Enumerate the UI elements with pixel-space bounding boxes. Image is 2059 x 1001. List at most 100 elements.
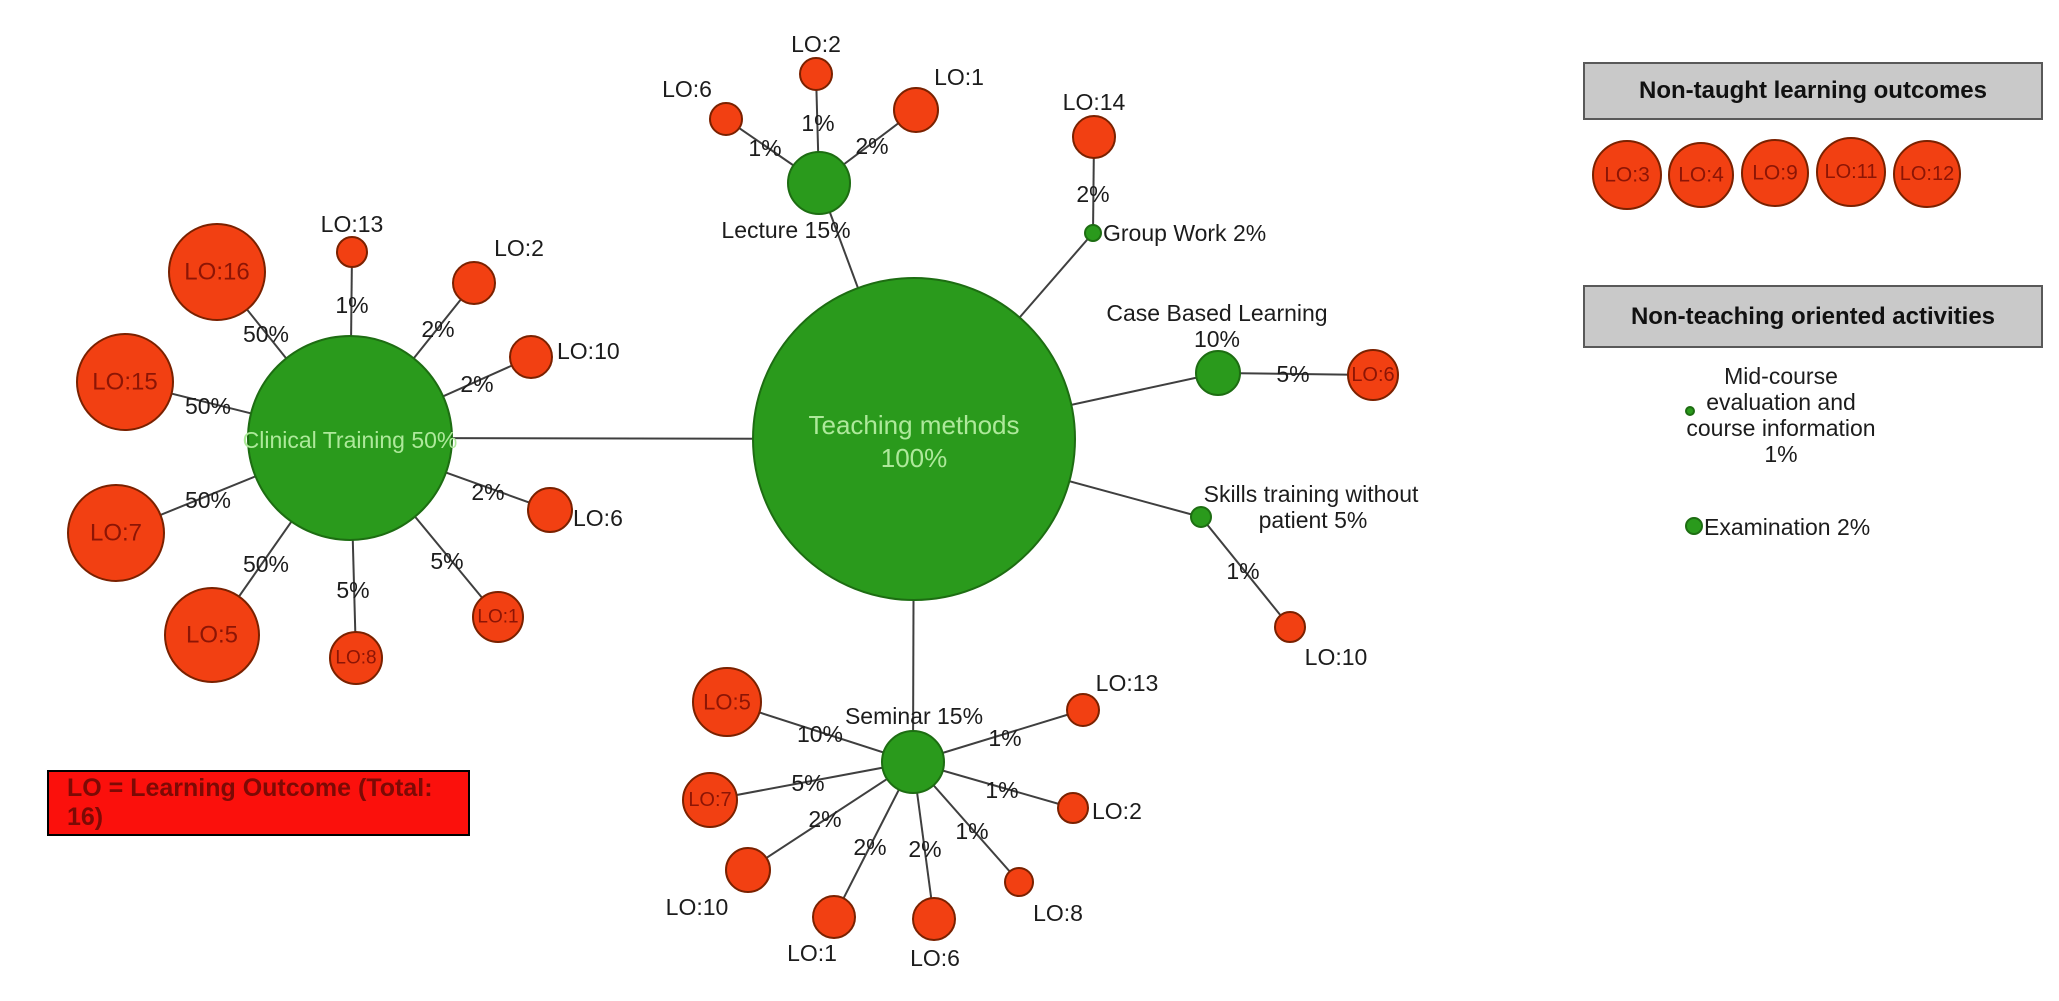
- node-lecture-lo1: [893, 87, 939, 133]
- label-1: 1%: [748, 135, 781, 161]
- node-examination-dot: [1685, 517, 1703, 535]
- label-lo-6: LO:6: [910, 945, 960, 971]
- edge-line: [709, 761, 914, 801]
- label-lo-2: LO:2: [494, 235, 544, 261]
- label-5: 5%: [791, 770, 824, 796]
- label-1: 1%: [1764, 441, 1797, 467]
- node-clinical-lo7-label: LO:7: [90, 520, 142, 547]
- label-patient-5: patient 5%: [1259, 507, 1368, 533]
- label-10: 10%: [1194, 326, 1240, 352]
- panel-non-teaching-title: Non-teaching oriented activities: [1630, 302, 1996, 330]
- label-lo-14: LO:14: [1063, 89, 1126, 115]
- node-nontaught-lo12: [1893, 140, 1961, 208]
- label-lo-2: LO:2: [791, 31, 841, 57]
- label-lo-2: LO:2: [1092, 798, 1142, 824]
- node-nontaught-lo12-label: LO:12: [1900, 163, 1954, 185]
- node-cbl-lo6: [1347, 349, 1399, 401]
- node-skills-lo10: [1274, 611, 1306, 643]
- label-course-information: course information: [1686, 415, 1875, 441]
- node-clinical-lo6: [527, 487, 573, 533]
- node-seminar-lo5: [692, 667, 762, 737]
- label-2: 2%: [471, 479, 504, 505]
- label-lo-8: LO:8: [1033, 900, 1083, 926]
- legend-box: LO = Learning Outcome (Total: 16): [47, 770, 470, 836]
- label-clinical-training-50: Clinical Training 50%: [243, 427, 458, 453]
- label-lo-6: LO:6: [662, 76, 712, 102]
- label-1: 1%: [1226, 558, 1259, 584]
- label-2: 2%: [1076, 181, 1109, 207]
- node-clinical-lo16: [168, 223, 266, 321]
- node-clinical-lo16-label: LO:16: [184, 259, 249, 286]
- node-seminar-lo7: [682, 772, 738, 828]
- node-group-work: [1084, 224, 1102, 242]
- node-clinical-lo10: [509, 335, 553, 379]
- label-evaluation-and: evaluation and: [1706, 389, 1856, 415]
- node-nontaught-lo9: [1741, 139, 1809, 207]
- label-50: 50%: [243, 551, 289, 577]
- node-clinical-lo15-label: LO:15: [92, 369, 157, 396]
- node-seminar-lo5-label: LO:5: [703, 690, 751, 715]
- label-examination-2: Examination 2%: [1704, 514, 1870, 540]
- label-lo-13: LO:13: [1096, 670, 1159, 696]
- node-clinical-training: [247, 335, 453, 541]
- node-seminar-lo6: [912, 897, 956, 941]
- legend-label: LO = Learning Outcome (Total: 16): [67, 774, 433, 831]
- node-nontaught-lo4: [1668, 142, 1734, 208]
- label-100: 100%: [881, 443, 948, 473]
- node-case-based-learning: [1195, 350, 1241, 396]
- node-clinical-lo7: [67, 484, 165, 582]
- node-seminar-lo1: [812, 895, 856, 939]
- node-seminar: [881, 730, 945, 794]
- node-clinical-lo1-label: LO:1: [477, 607, 518, 628]
- label-5: 5%: [430, 548, 463, 574]
- label-lo-1: LO:1: [934, 64, 984, 90]
- node-seminar-lo8: [1004, 867, 1034, 897]
- label-1: 1%: [988, 725, 1021, 751]
- node-lecture: [787, 151, 851, 215]
- node-mid-course-dot: [1685, 406, 1695, 416]
- node-seminar-lo10: [725, 847, 771, 893]
- node-clinical-lo8-label: LO:8: [335, 648, 376, 669]
- node-nontaught-lo3-label: LO:3: [1604, 164, 1650, 187]
- edge-line: [747, 761, 914, 871]
- label-50: 50%: [185, 393, 231, 419]
- label-case-based-learning: Case Based Learning: [1106, 300, 1327, 326]
- node-clinical-lo2: [452, 261, 496, 305]
- label-2: 2%: [808, 806, 841, 832]
- label-lo-10: LO:10: [557, 338, 620, 364]
- label-1: 1%: [955, 818, 988, 844]
- node-lecture-lo2: [799, 57, 833, 91]
- label-2: 2%: [908, 836, 941, 862]
- node-cbl-lo6-label: LO:6: [1351, 364, 1394, 386]
- node-clinical-lo15: [76, 333, 174, 431]
- node-nontaught-lo9-label: LO:9: [1752, 162, 1798, 185]
- label-5: 5%: [1276, 361, 1309, 387]
- node-nontaught-lo4-label: LO:4: [1678, 164, 1724, 187]
- node-teaching-methods: [752, 277, 1076, 601]
- panel-non-teaching-activities: Non-teaching oriented activities: [1583, 285, 2043, 348]
- label-1: 1%: [801, 110, 834, 136]
- node-clinical-lo5: [164, 587, 260, 683]
- node-skills-training: [1190, 506, 1212, 528]
- label-1: 1%: [335, 292, 368, 318]
- node-seminar-lo13: [1066, 693, 1100, 727]
- label-group-work-2: Group Work 2%: [1103, 220, 1266, 246]
- label-mid-course: Mid-course: [1724, 363, 1838, 389]
- label-lecture-15: Lecture 15%: [721, 217, 850, 243]
- label-2: 2%: [855, 133, 888, 159]
- label-10: 10%: [797, 721, 843, 747]
- node-nontaught-lo11: [1816, 137, 1886, 207]
- node-nontaught-lo3: [1592, 140, 1662, 210]
- label-lo-6: LO:6: [573, 505, 623, 531]
- node-clinical-lo8: [329, 631, 383, 685]
- edge-line: [1200, 516, 1291, 628]
- node-nontaught-lo11-label: LO:11: [1825, 161, 1878, 183]
- label-lo-10: LO:10: [1305, 644, 1368, 670]
- label-50: 50%: [185, 487, 231, 513]
- label-2: 2%: [460, 371, 493, 397]
- label-5: 5%: [336, 577, 369, 603]
- label-seminar-15: Seminar 15%: [845, 703, 983, 729]
- label-2: 2%: [853, 834, 886, 860]
- label-skills-training-without: Skills training without: [1204, 481, 1419, 507]
